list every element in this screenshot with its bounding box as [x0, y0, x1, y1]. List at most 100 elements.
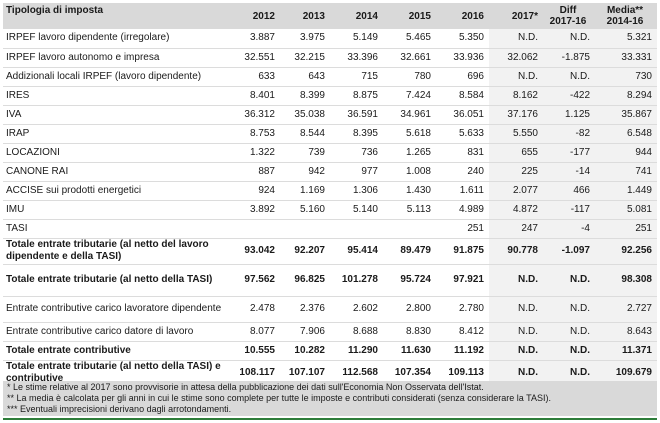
cell-value: 1.430	[383, 181, 436, 201]
cell-value: 33.331	[595, 48, 657, 68]
footnote-1: * Le stime relative al 2017 sono provvis…	[7, 382, 484, 392]
cell-value: 2.077	[489, 181, 543, 201]
cell-value: 780	[383, 67, 436, 87]
cell-value: N.D.	[543, 264, 595, 297]
table-row: IRES 8.401 8.399 8.875 7.424 8.584 8.162 -422 8.…	[3, 86, 657, 106]
footnote-3: *** Eventuali imprecisioni derivano dagl…	[7, 404, 232, 414]
cell-value: N.D.	[489, 322, 543, 342]
cell-value: 101.278	[330, 264, 383, 297]
cell-value: 5.113	[383, 200, 436, 220]
header-2012: 2012	[230, 3, 280, 29]
cell-value: 942	[280, 162, 330, 182]
cell-value: 5.633	[436, 124, 489, 144]
cell-value: 8.077	[230, 322, 280, 342]
cell-value: 32.661	[383, 48, 436, 68]
row-label: IMU	[3, 200, 230, 220]
cell-value: 1.125	[543, 105, 595, 125]
cell-value: 1.306	[330, 181, 383, 201]
cell-value: 3.975	[280, 29, 330, 49]
cell-value: -4	[543, 219, 595, 239]
cell-value: 95.414	[330, 238, 383, 265]
cell-value: 696	[436, 67, 489, 87]
cell-value: 730	[595, 67, 657, 87]
cell-value: 2.376	[280, 296, 330, 323]
cell-value: 5.081	[595, 200, 657, 220]
cell-value: 32.215	[280, 48, 330, 68]
header-2016: 2016	[436, 3, 489, 29]
cell-value: N.D.	[489, 67, 543, 87]
cell-value: 92.207	[280, 238, 330, 265]
cell-value: 35.038	[280, 105, 330, 125]
cell-value: 8.830	[383, 322, 436, 342]
cell-value: 2.727	[595, 296, 657, 323]
row-label: Totale entrate tributarie (al netto dell…	[3, 264, 230, 297]
cell-value: N.D.	[489, 264, 543, 297]
cell-value: N.D.	[489, 341, 543, 361]
cell-value: 90.778	[489, 238, 543, 265]
header-media: Media** 2014-16	[595, 3, 657, 29]
cell-value: 1.322	[230, 143, 280, 163]
row-label: Addizionali locali IRPEF (lavoro dipende…	[3, 67, 230, 87]
cell-value: 8.395	[330, 124, 383, 144]
cell-value: 1.449	[595, 181, 657, 201]
cell-value: 91.875	[436, 238, 489, 265]
table-header-row: Tipologia di imposta 2012 2013 2014 2015…	[3, 3, 657, 29]
cell-value: 35.867	[595, 105, 657, 125]
cell-value: 4.872	[489, 200, 543, 220]
cell-value	[280, 219, 330, 239]
cell-value: 11.290	[330, 341, 383, 361]
cell-value: 8.584	[436, 86, 489, 106]
row-label: Totale entrate tributarie (al netto del …	[3, 238, 230, 265]
cell-value: 831	[436, 143, 489, 163]
cell-value: 5.160	[280, 200, 330, 220]
cell-value: 8.688	[330, 322, 383, 342]
row-label: IRAP	[3, 124, 230, 144]
table-row: Entrate contributive carico datore di la…	[3, 322, 657, 342]
cell-value: 5.140	[330, 200, 383, 220]
cell-value: 33.396	[330, 48, 383, 68]
cell-value: 247	[489, 219, 543, 239]
cell-value: 93.042	[230, 238, 280, 265]
table-row: IRPEF lavoro autonomo e impresa 32.551 32.…	[3, 48, 657, 68]
header-2015: 2015	[383, 3, 436, 29]
cell-value	[230, 219, 280, 239]
cell-value: 8.875	[330, 86, 383, 106]
cell-value: 251	[436, 219, 489, 239]
cell-value: 251	[595, 219, 657, 239]
cell-value: 89.479	[383, 238, 436, 265]
row-label: IRES	[3, 86, 230, 106]
cell-value: 5.149	[330, 29, 383, 49]
cell-value: 7.424	[383, 86, 436, 106]
cell-value: 7.906	[280, 322, 330, 342]
cell-value: 924	[230, 181, 280, 201]
table-row: Totale entrate tributarie (al netto dell…	[3, 264, 657, 297]
table-row: Totale entrate contributive 10.555 10.282 1…	[3, 341, 657, 361]
cell-value: 633	[230, 67, 280, 87]
cell-value: 3.887	[230, 29, 280, 49]
table-row: IVA 36.312 35.038 36.591 34.961 36.051 37.176 1…	[3, 105, 657, 125]
cell-value: 11.371	[595, 341, 657, 361]
footnotes: * Le stime relative al 2017 sono provvis…	[3, 381, 657, 416]
row-label: IVA	[3, 105, 230, 125]
cell-value: 92.256	[595, 238, 657, 265]
cell-value: 6.548	[595, 124, 657, 144]
cell-value: 1.169	[280, 181, 330, 201]
cell-value: -422	[543, 86, 595, 106]
table-row: ACCISE sui prodotti energetici 924 1.169 1.…	[3, 181, 657, 201]
cell-value: 5.550	[489, 124, 543, 144]
table-row: IRPEF lavoro dipendente (irregolare) 3.88…	[3, 29, 657, 49]
cell-value: 33.936	[436, 48, 489, 68]
table-body: IRPEF lavoro dipendente (irregolare) 3.88…	[3, 29, 657, 387]
cell-value: 5.321	[595, 29, 657, 49]
cell-value: 97.921	[436, 264, 489, 297]
cell-value: 8.399	[280, 86, 330, 106]
cell-value: -117	[543, 200, 595, 220]
cell-value: 36.051	[436, 105, 489, 125]
cell-value: -177	[543, 143, 595, 163]
row-label: IRPEF lavoro dipendente (irregolare)	[3, 29, 230, 49]
cell-value: 741	[595, 162, 657, 182]
footnote-2: ** La media è calcolata per gli anni in …	[7, 393, 551, 403]
cell-value: 2.800	[383, 296, 436, 323]
cell-value: 36.591	[330, 105, 383, 125]
row-label: CANONE RAI	[3, 162, 230, 182]
